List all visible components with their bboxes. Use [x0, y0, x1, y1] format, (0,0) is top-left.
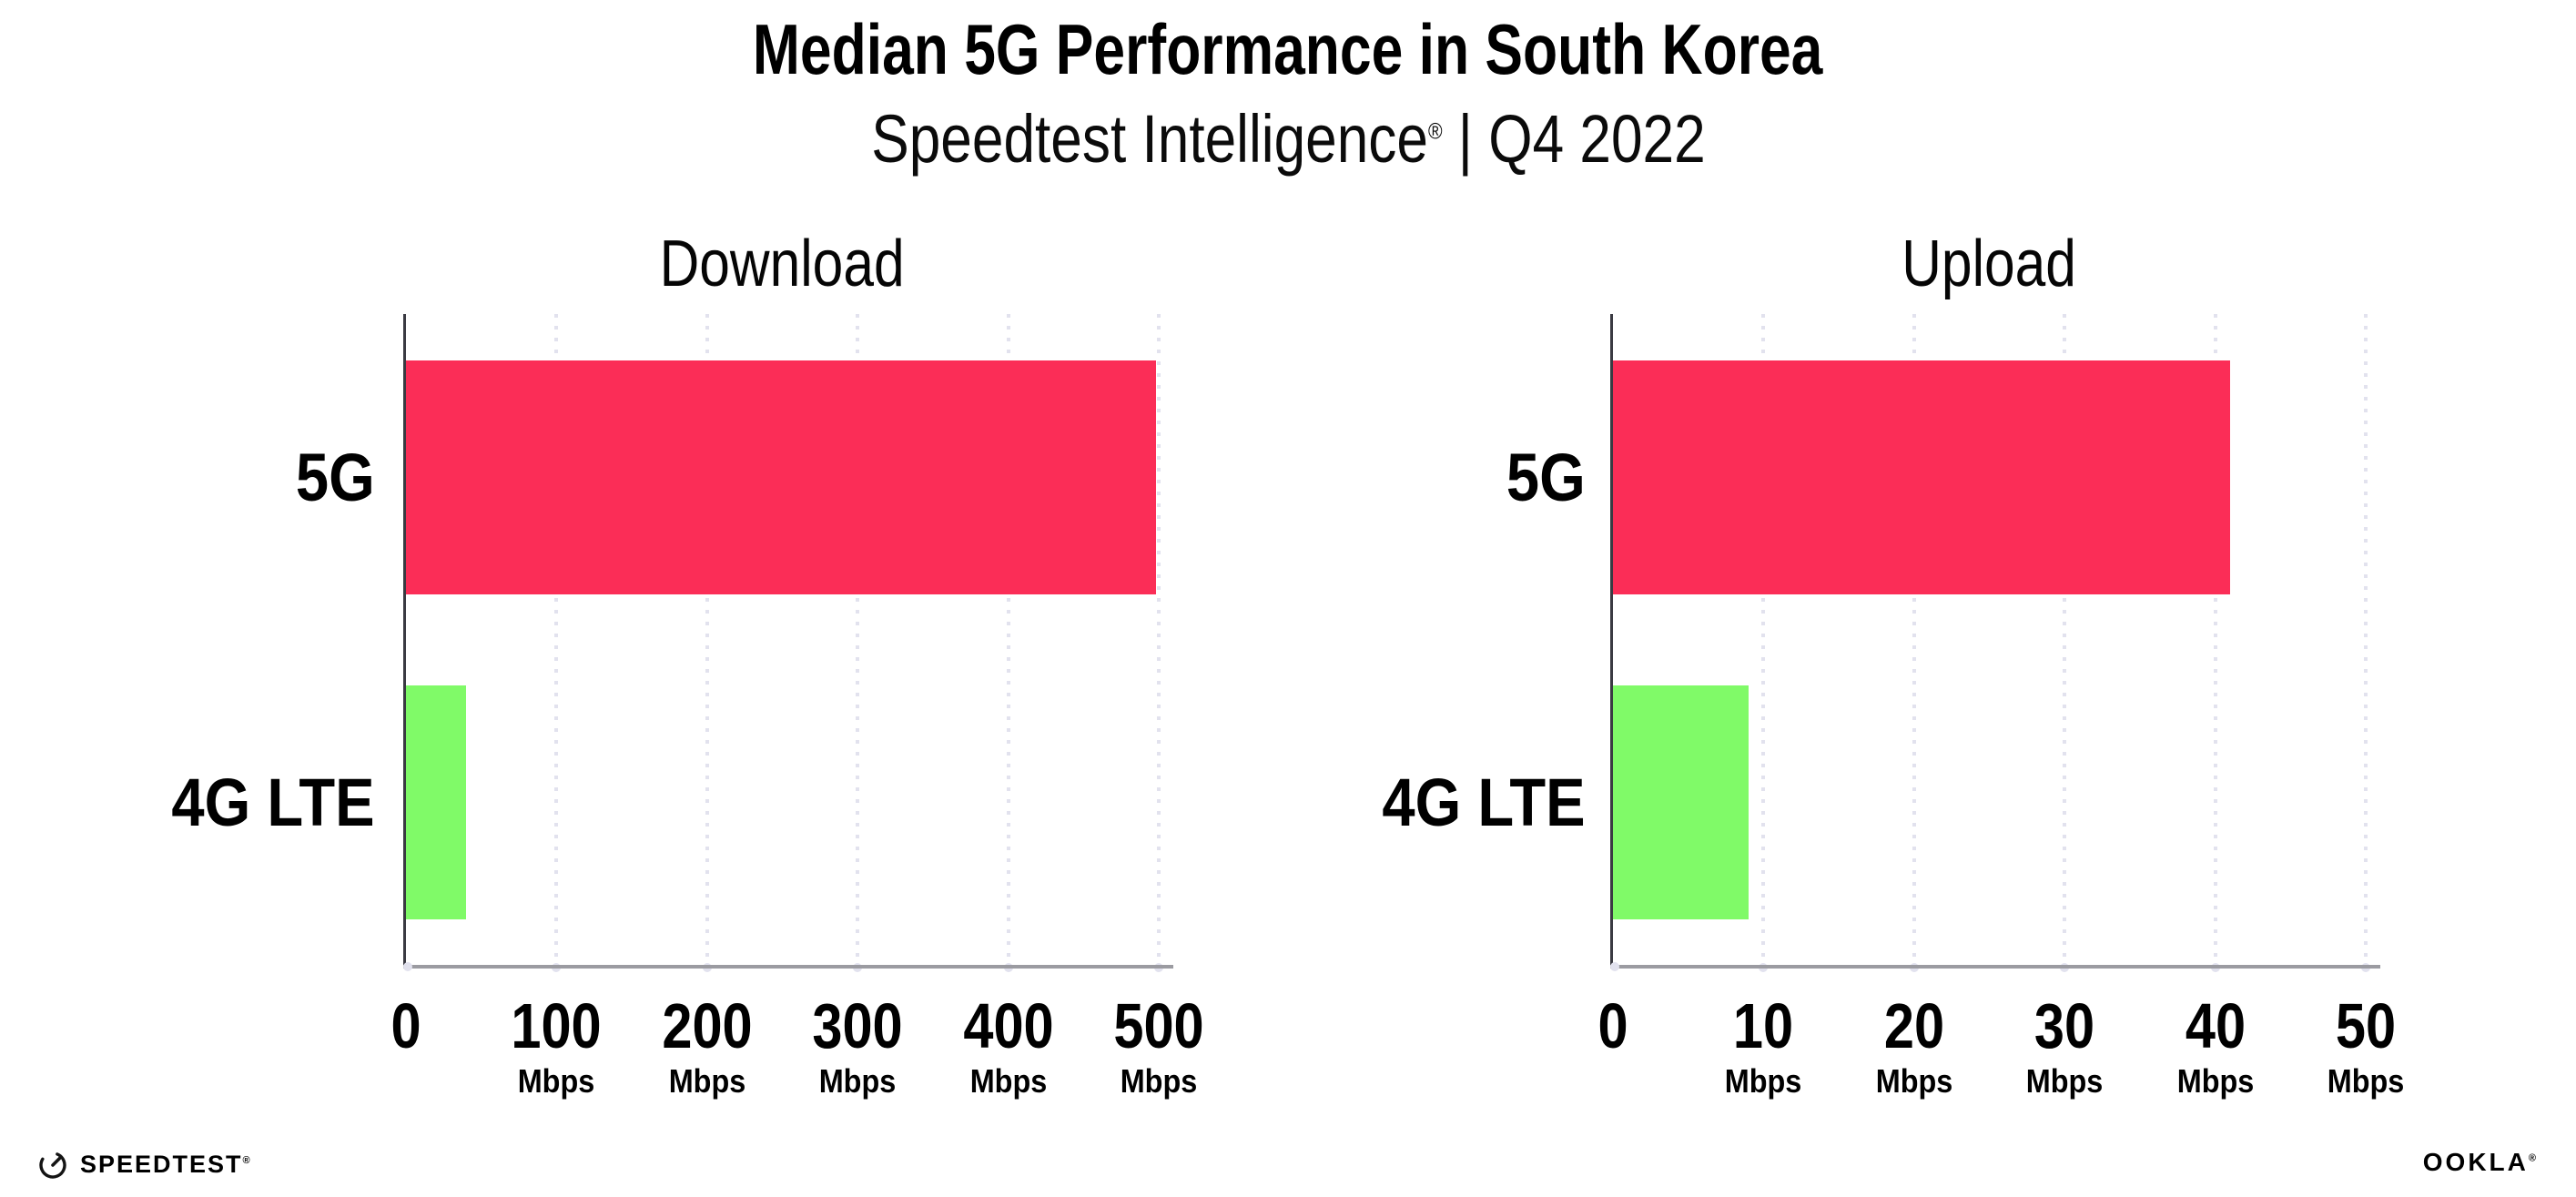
x-tick: 0 [1597, 990, 1628, 1062]
chart-title-download: Download [660, 227, 905, 300]
y-label-4g-lte: 4G LTE [171, 765, 375, 841]
y-axis-labels: 5G 4G LTE [118, 314, 406, 965]
subtitle-quarter: | Q4 2022 [1442, 100, 1706, 177]
speedtest-wordmark: SPEEDTEST® [80, 1150, 250, 1178]
ookla-wordmark: OOKLA [2422, 1148, 2529, 1176]
x-axis-line [403, 962, 1173, 972]
y-label-4g-lte: 4G LTE [1382, 765, 1586, 841]
subtitle-brand: Speedtest Intelligence [870, 100, 1428, 177]
speedtest-logo: SPEEDTEST® [36, 1148, 250, 1181]
y-axis-line [1610, 314, 1613, 969]
chart-body-download: 5G 4G LTE [118, 314, 1173, 973]
x-tick: 40 Mbps [2176, 990, 2254, 1101]
chart-download: Download 5G 4G LTE [118, 227, 1204, 1113]
registered-trademark-symbol: ® [242, 1154, 250, 1166]
x-tick: 10 Mbps [1725, 990, 1802, 1101]
y-axis-labels: 5G 4G LTE [1329, 314, 1613, 965]
charts-row: Download 5G 4G LTE [0, 227, 2576, 1113]
registered-trademark-symbol: ® [1427, 118, 1443, 145]
page-subtitle-text: Speedtest Intelligence® | Q4 2022 [870, 100, 1706, 178]
plot-area-upload [1610, 314, 2380, 973]
x-tick: 50 Mbps [2327, 990, 2405, 1101]
x-tick: 30 Mbps [2025, 990, 2104, 1101]
y-axis-line [403, 314, 406, 969]
x-axis-ticks-download: 0 100 Mbps 200 Mbps 300 Mbps 400 Mbps [390, 990, 1203, 1112]
page-title-text: Median 5G Performance in South Korea [753, 9, 1823, 89]
plot-area-download [403, 314, 1173, 973]
x-tick: 200 Mbps [662, 990, 753, 1101]
registered-trademark-symbol: ® [2528, 1152, 2536, 1164]
x-axis-line [1610, 962, 2380, 972]
chart-title-upload: Upload [1902, 227, 2077, 300]
x-tick: 300 Mbps [812, 990, 903, 1101]
band-4g-lte [1613, 640, 2366, 966]
y-label-5g: 5G [296, 439, 375, 515]
speedtest-gauge-icon [36, 1148, 69, 1181]
x-axis-ticks-upload: 0 10 Mbps 20 Mbps 30 Mbps 40 Mbps [1597, 990, 2404, 1112]
band-5g [1613, 314, 2366, 640]
bar-5g-download [406, 360, 1156, 594]
page-subtitle: Speedtest Intelligence® | Q4 2022 [0, 100, 2576, 178]
x-tick: 20 Mbps [1875, 990, 1953, 1101]
y-label-5g: 5G [1506, 439, 1586, 515]
x-tick: 100 Mbps [511, 990, 603, 1101]
bar-5g-upload [1613, 360, 2231, 594]
ookla-logo: OOKLA® [2423, 1148, 2536, 1177]
band-5g [406, 314, 1159, 640]
chart-body-upload: 5G 4G LTE [1329, 314, 2380, 973]
x-tick: 0 [390, 990, 421, 1062]
x-tick: 500 Mbps [1113, 990, 1204, 1101]
bar-4g-lte-upload [1613, 685, 1749, 920]
bar-4g-lte-download [406, 685, 467, 920]
x-tick: 400 Mbps [962, 990, 1054, 1101]
chart-upload: Upload 5G 4G LTE [1329, 227, 2404, 1113]
band-4g-lte [406, 640, 1159, 966]
page-title: Median 5G Performance in South Korea [0, 0, 2576, 89]
